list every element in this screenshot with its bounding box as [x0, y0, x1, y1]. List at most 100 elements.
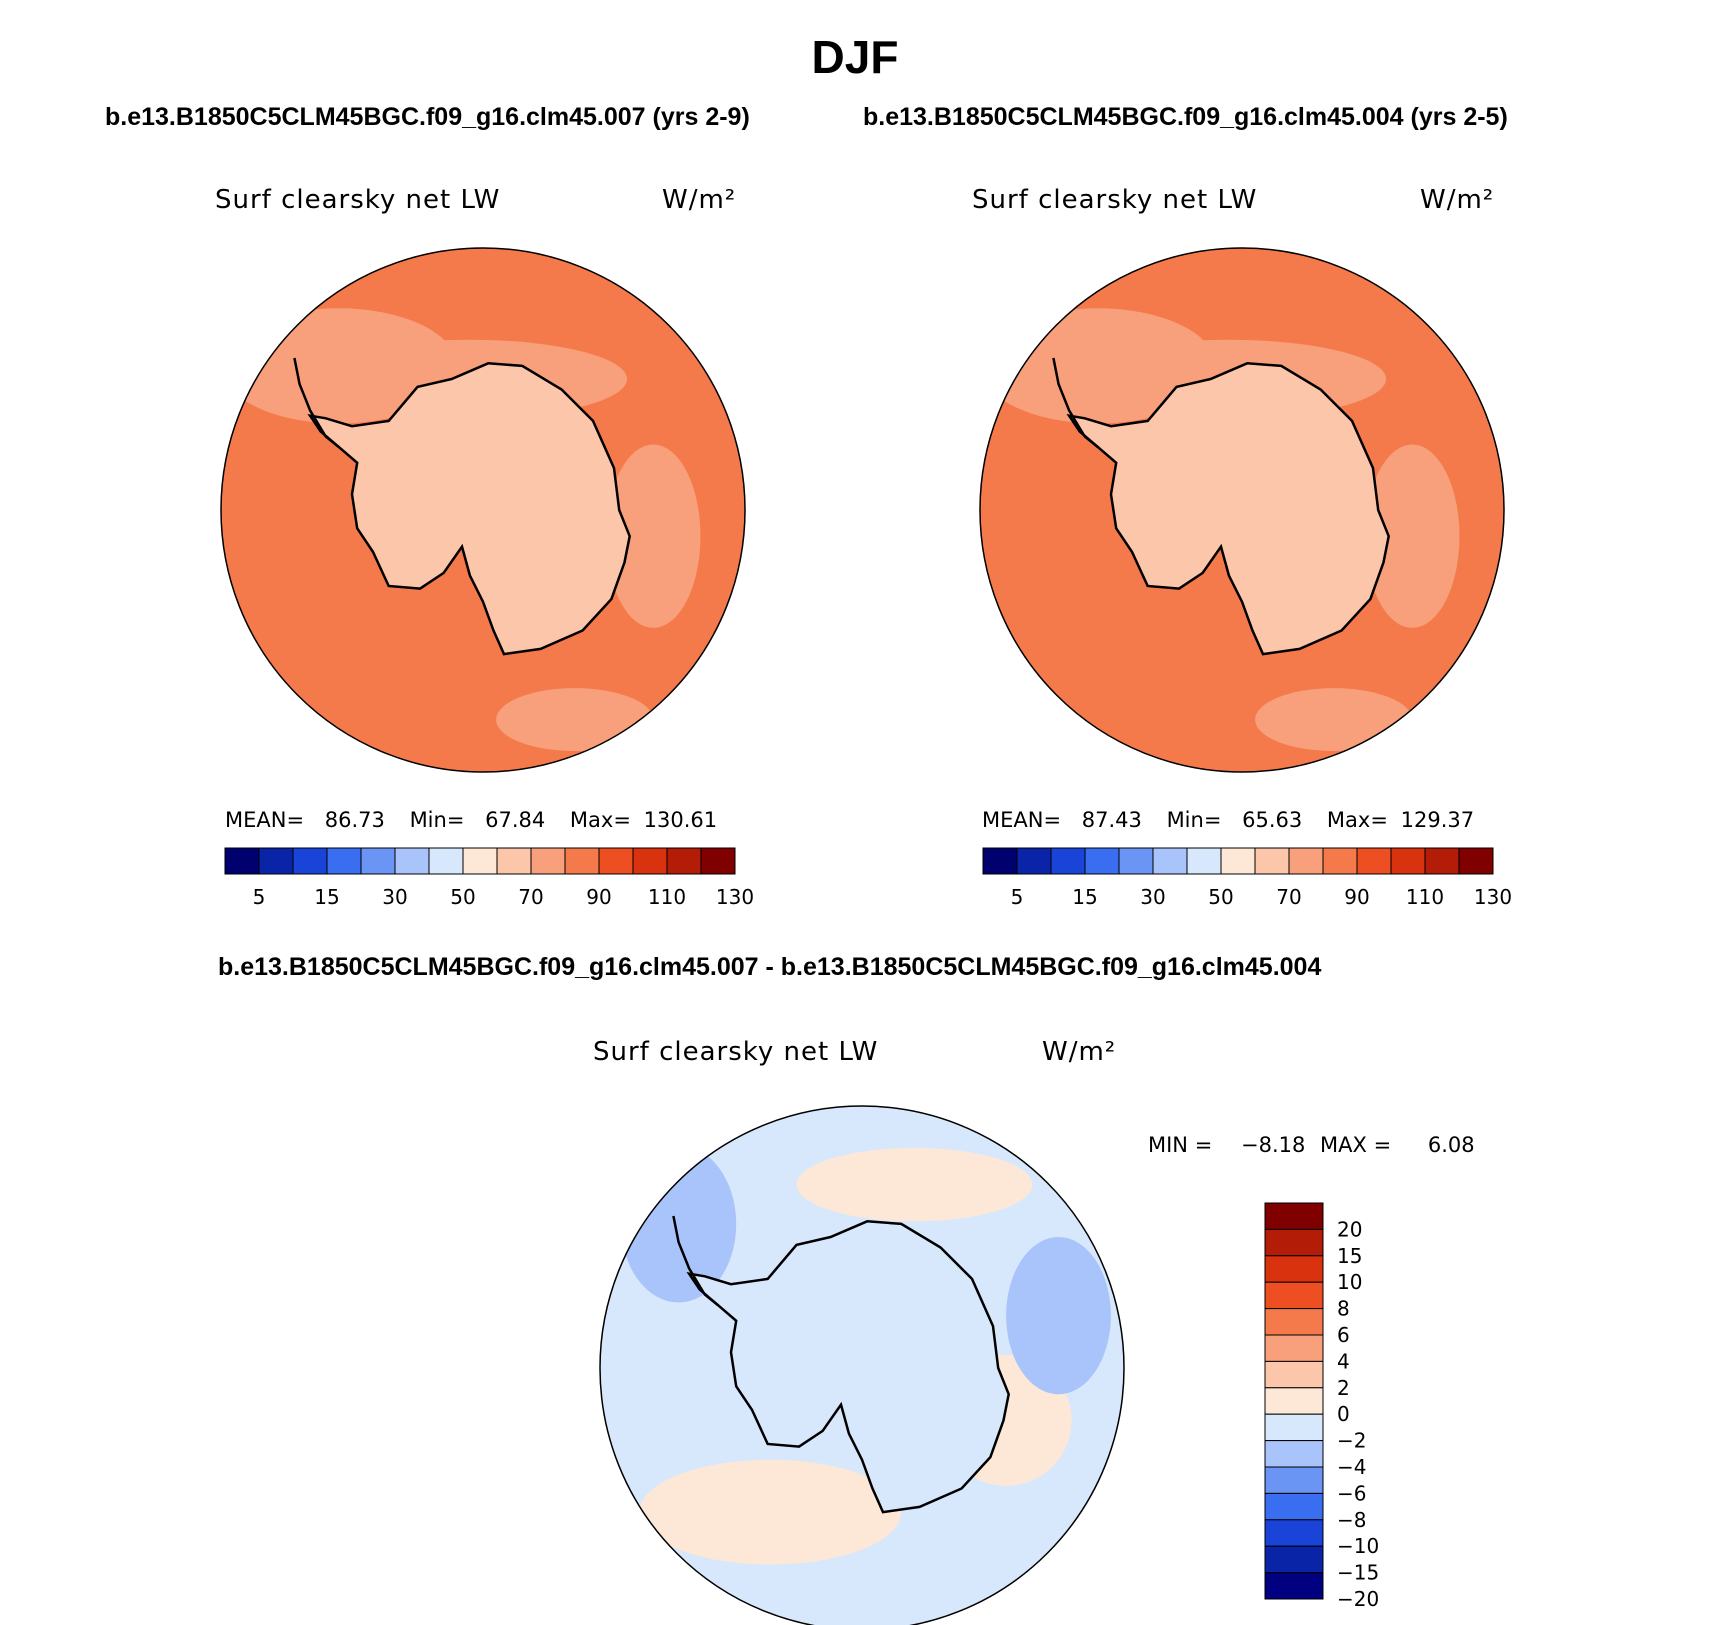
diff-colorbar-box — [1264, 1387, 1324, 1415]
diff-cool-region — [620, 1145, 737, 1303]
left-min-label: Min= — [409, 808, 465, 832]
left-colorbar-box — [360, 847, 396, 875]
right-min-label: Min= — [1166, 808, 1222, 832]
diff-colorbar-tick: 2 — [1337, 1376, 1350, 1400]
right-colorbar-box — [1152, 847, 1188, 875]
left-colorbar-box — [258, 847, 294, 875]
diff-colorbar-tick: −8 — [1337, 1508, 1366, 1532]
right-colorbar-tick: 70 — [1276, 885, 1301, 909]
right-colorbar: 5 15 30 50 70 90 110 130 — [982, 847, 1512, 909]
diff-min-value: −8.18 — [1240, 1133, 1306, 1157]
right-colorbar-tick: 90 — [1344, 885, 1369, 909]
left-colorbar-box — [224, 847, 260, 875]
diff-peninsula — [672, 1215, 719, 1307]
right-colorbar-tick: 15 — [1072, 885, 1097, 909]
right-colorbar-box — [1016, 847, 1052, 875]
diff-warm-region-south — [639, 1459, 902, 1565]
left-colorbar-box — [462, 847, 498, 875]
left-min-value: 67.84 — [485, 808, 546, 832]
diff-colorbar-box — [1264, 1440, 1324, 1468]
right-colorbar-tick: 130 — [1474, 885, 1512, 909]
right-colorbar-box — [1220, 847, 1256, 875]
right-colorbar-box — [1424, 847, 1460, 875]
right-peninsula — [1052, 357, 1099, 449]
diff-colorbar-tick: −4 — [1337, 1455, 1366, 1479]
right-colorbar-tick: 5 — [1011, 885, 1024, 909]
right-panel-header: b.e13.B1850C5CLM45BGC.f09_g16.clm45.004 … — [863, 103, 1508, 131]
diff-antarctica — [686, 1220, 1010, 1514]
diff-colorbar-tick: 8 — [1337, 1297, 1350, 1321]
diff-colorbar-tick: 0 — [1337, 1402, 1350, 1426]
diff-max-value: 6.08 — [1427, 1133, 1475, 1157]
left-colorbar-tick: 30 — [382, 885, 407, 909]
left-stats: MEAN= 86.73 Min= 67.84 Max= 130.61 — [225, 808, 717, 832]
right-antarctica — [1066, 362, 1390, 656]
left-colorbar-tick: 5 — [253, 885, 266, 909]
left-colorbar-box — [700, 847, 736, 875]
diff-warm-region-north — [796, 1147, 1033, 1222]
diff-colorbar-tick: −2 — [1337, 1429, 1366, 1453]
diff-colorbar-tick: −10 — [1337, 1534, 1379, 1558]
right-map — [979, 247, 1505, 773]
diff-colorbar-box — [1264, 1545, 1324, 1574]
figure-title: DJF — [811, 31, 899, 83]
diff-map — [599, 1105, 1125, 1625]
right-colorbar-box — [1084, 847, 1120, 875]
left-colorbar-box — [496, 847, 532, 875]
right-colorbar-box — [1254, 847, 1290, 875]
right-mean-label: MEAN= — [982, 808, 1062, 832]
diff-colorbar-tick: 20 — [1337, 1217, 1362, 1241]
left-mean-label: MEAN= — [225, 808, 305, 832]
diff-panel-header: b.e13.B1850C5CLM45BGC.f09_g16.clm45.007 … — [218, 953, 1322, 981]
left-colorbar-box — [564, 847, 600, 875]
right-units-label: W/m² — [1420, 185, 1495, 215]
diff-colorbar-box — [1264, 1360, 1324, 1389]
left-antarctica — [307, 362, 631, 656]
diff-max-label: MAX = — [1320, 1133, 1392, 1157]
right-colorbar-box — [1186, 847, 1222, 875]
diff-colorbar-tick: −15 — [1337, 1561, 1379, 1585]
diff-colorbar-box — [1264, 1413, 1324, 1442]
right-min-value: 65.63 — [1242, 808, 1303, 832]
diff-colorbar-box — [1264, 1334, 1324, 1362]
left-colorbar-box — [598, 847, 634, 875]
left-colorbar-tick: 70 — [518, 885, 543, 909]
left-colorbar-box — [666, 847, 702, 875]
right-colorbar-box — [1118, 847, 1154, 875]
left-max-value: 130.61 — [643, 808, 718, 832]
right-colorbar-box — [1050, 847, 1086, 875]
left-variable-label: Surf clearsky net LW — [215, 185, 501, 215]
right-colorbar-box — [1322, 847, 1358, 875]
left-colorbar-box — [632, 847, 668, 875]
diff-colorbar-box — [1264, 1572, 1324, 1600]
diff-units-label: W/m² — [1042, 1037, 1117, 1067]
diff-colorbar-box — [1264, 1492, 1324, 1521]
diff-colorbar-box — [1264, 1202, 1324, 1230]
left-colorbar-tick: 50 — [450, 885, 475, 909]
right-shelf-band-east — [1365, 444, 1460, 628]
left-map — [220, 247, 746, 773]
right-colorbar-box — [1458, 847, 1494, 875]
right-max-value: 129.37 — [1400, 808, 1475, 832]
diff-map-border — [599, 1105, 1125, 1625]
left-colorbar-box — [394, 847, 430, 875]
right-variable-label: Surf clearsky net LW — [972, 185, 1258, 215]
diff-stats: MIN = −8.18 MAX = 6.08 — [1148, 1133, 1475, 1157]
left-colorbar-box — [326, 847, 362, 875]
diff-colorbar-tick: −6 — [1337, 1481, 1366, 1505]
left-colorbar-tick: 15 — [314, 885, 339, 909]
left-colorbar-box — [428, 847, 464, 875]
diff-cool-region-east — [1006, 1237, 1111, 1395]
diff-colorbar-box — [1264, 1281, 1324, 1310]
right-stats: MEAN= 87.43 Min= 65.63 Max= 129.37 — [982, 808, 1474, 832]
left-colorbar: 5 15 30 50 70 90 110 130 — [224, 847, 754, 909]
diff-colorbar-tick: −20 — [1337, 1587, 1379, 1611]
diff-colorbar-tick: 6 — [1337, 1323, 1350, 1347]
diff-min-label: MIN = — [1148, 1133, 1213, 1157]
diff-variable-label: Surf clearsky net LW — [593, 1037, 879, 1067]
right-map-border — [979, 247, 1505, 773]
left-shelf-band-east — [606, 444, 701, 628]
left-colorbar-box — [530, 847, 566, 875]
left-units-label: W/m² — [662, 185, 737, 215]
